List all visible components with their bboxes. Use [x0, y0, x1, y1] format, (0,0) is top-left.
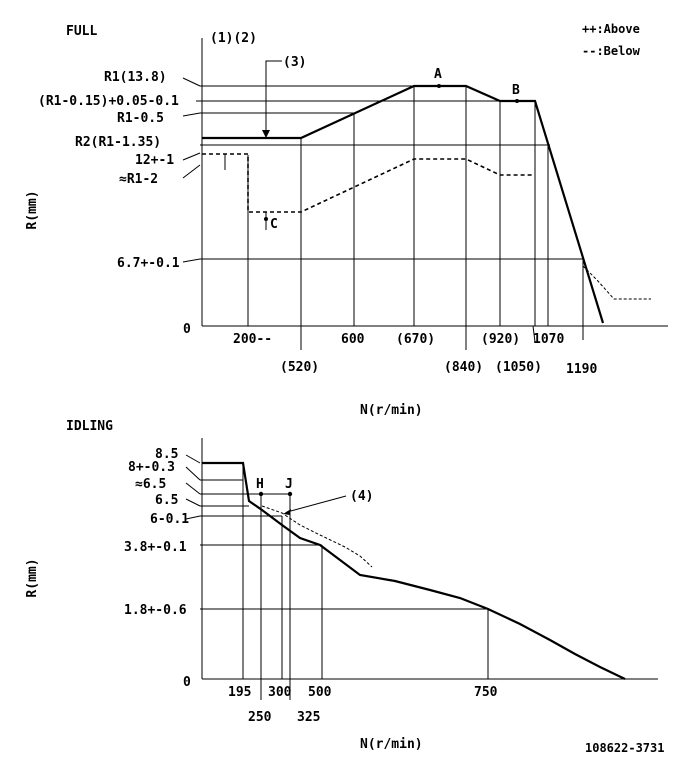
full-x-label-840: (840)	[444, 360, 483, 375]
idling-chart: IDLING H J (4)	[25, 419, 658, 752]
idling-x-label-500: 500	[308, 685, 332, 700]
point-c-label: C	[270, 217, 278, 232]
idling-x-label-750: 750	[474, 685, 498, 700]
point-b-label: B	[512, 83, 520, 98]
legend-below: --:Below	[582, 44, 641, 58]
full-top-label: (1)(2)	[210, 31, 257, 46]
full-x-label-520: (520)	[280, 360, 319, 375]
point-h-label: H	[256, 477, 264, 492]
point-a-marker	[437, 84, 441, 88]
leader-1050	[532, 325, 536, 343]
full-y-label-0: 0	[183, 322, 191, 337]
idling-leader-65a	[185, 482, 201, 495]
full-y-label-r1-05: R1-0.5	[117, 111, 164, 126]
point-a-label: A	[434, 67, 442, 82]
point-h-marker	[258, 491, 264, 497]
idling-y-label-8: 8+-0.3	[128, 460, 175, 475]
idling-x-label-325: 325	[297, 710, 320, 725]
idling-solid-curve	[202, 461, 626, 680]
full-x-axis-title: N(r/min)	[360, 403, 423, 418]
idling-y-label-65a: ≈6.5	[135, 477, 166, 492]
leader-67	[182, 258, 201, 263]
idling-y-label-65b: 6.5	[155, 493, 178, 508]
point-b-marker	[515, 99, 519, 103]
idling-x-label-250: 250	[248, 710, 272, 725]
idling-leader-8	[185, 466, 201, 481]
full-x-label-1070: 1070	[533, 332, 564, 347]
idling-leader-85	[185, 454, 201, 464]
full-solid-curve	[202, 84, 605, 324]
full-x-label-920: (920)	[481, 332, 520, 347]
full-dashed-tail	[582, 265, 651, 300]
full-y-label-r1-015: (R1-0.15)+0.05-0.1	[38, 94, 179, 109]
leader-r1-05	[182, 112, 201, 117]
idling-y-label-18: 1.8+-0.6	[124, 603, 187, 618]
callout-3-leader	[265, 60, 282, 132]
part-number: 108622-3731	[585, 741, 664, 755]
full-y-label-12: 12+-1	[135, 153, 174, 168]
callout-3-arrow	[262, 130, 270, 138]
idling-y-label-0: 0	[183, 675, 191, 690]
leader-r1-2	[182, 164, 201, 179]
full-title: FULL	[66, 24, 97, 39]
callout-3: (3)	[283, 55, 306, 70]
idling-y-label-85: 8.5	[155, 447, 178, 462]
full-dashed-curve	[202, 153, 535, 213]
idling-leader-65b	[185, 498, 201, 507]
idling-y-label-38: 3.8+-0.1	[124, 540, 187, 555]
full-y-label-r1-2: ≈R1-2	[119, 172, 158, 187]
full-chart: FULL (1)(2) ++:Above --:Below	[25, 22, 668, 418]
full-y-label-r2: R2(R1-1.35)	[75, 135, 161, 150]
legend-above: ++:Above	[582, 22, 640, 36]
idling-y-label-6: 6-0.1	[150, 512, 189, 527]
idling-y-axis-title: R(mm)	[25, 558, 40, 597]
idling-x-label-300: 300	[268, 685, 292, 700]
idling-x-label-195: 195	[228, 685, 251, 700]
callout-4-leader	[286, 495, 347, 513]
point-j-marker	[287, 491, 293, 497]
idling-title: IDLING	[66, 419, 113, 434]
idling-dashed-curve	[261, 505, 373, 568]
leader-r1	[182, 77, 201, 87]
full-x-label-670: (670)	[396, 332, 435, 347]
full-y-label-67: 6.7+-0.1	[117, 256, 180, 271]
full-x-label-200: 200--	[233, 332, 272, 347]
idling-leader-6	[185, 515, 201, 520]
full-x-label-600: 600	[341, 332, 365, 347]
full-y-axis-title: R(mm)	[25, 190, 40, 229]
full-y-label-r1: R1(13.8)	[104, 70, 167, 85]
full-x-label-1050: (1050)	[495, 360, 542, 375]
callout-4: (4)	[350, 489, 373, 504]
leader-12	[182, 152, 201, 161]
point-j-label: J	[285, 477, 293, 492]
full-x-label-1190: 1190	[566, 362, 597, 377]
callout-4-arrow	[283, 509, 291, 515]
idling-x-axis-title: N(r/min)	[360, 737, 423, 752]
